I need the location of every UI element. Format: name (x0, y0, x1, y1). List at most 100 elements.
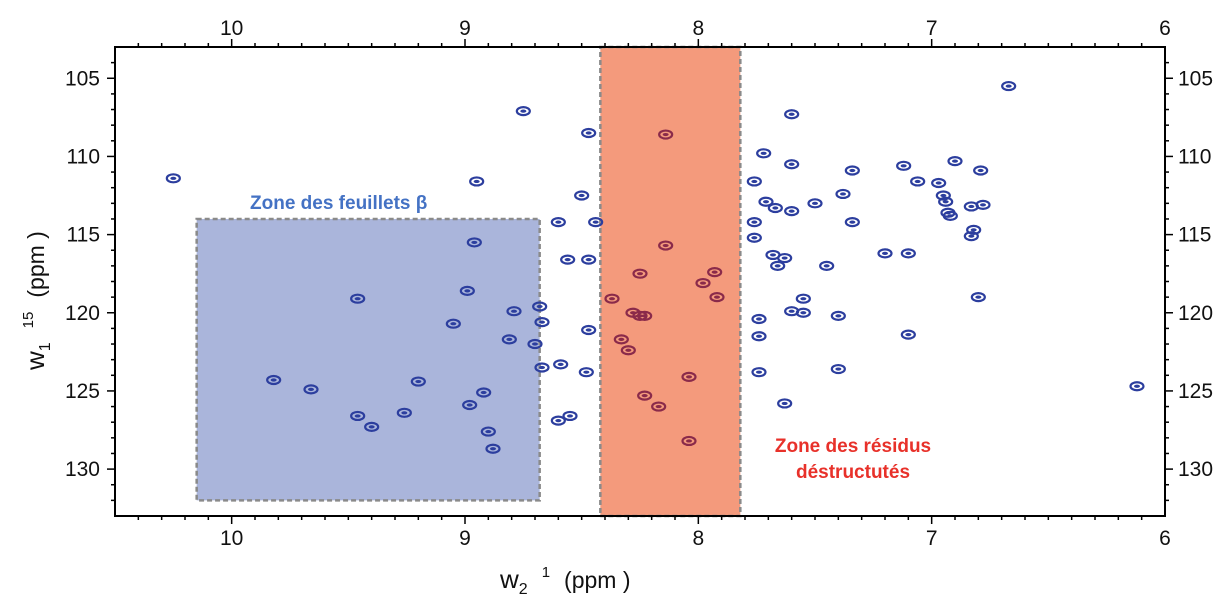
beta-sheet-zone-label: Zone des feuillets β (250, 193, 427, 214)
peak-core (756, 334, 762, 338)
peak (758, 196, 774, 207)
peak-core (641, 394, 648, 398)
peak (550, 415, 566, 426)
peak (942, 210, 958, 221)
peak (830, 363, 846, 375)
y-tick-label-left: 125 (65, 380, 100, 403)
peak-core (756, 317, 762, 321)
peak-core (555, 220, 562, 224)
peak (844, 165, 860, 176)
peak (777, 252, 793, 264)
peak (581, 324, 597, 336)
peak-core (555, 419, 562, 423)
peak (767, 202, 783, 214)
peak (681, 435, 697, 447)
peak-core (711, 270, 718, 274)
x-tick-label-bottom: 6 (1159, 527, 1171, 550)
peak (931, 177, 947, 189)
peak (1001, 80, 1017, 92)
peak-core (835, 367, 842, 371)
peak (560, 254, 576, 265)
peak (896, 160, 912, 171)
peak (709, 292, 725, 303)
peak-core (763, 200, 769, 204)
peak-core (900, 164, 907, 168)
peak-core (760, 151, 767, 155)
peak-core (968, 204, 975, 209)
y-tick-label-right: 110 (1178, 145, 1211, 168)
peak-core (585, 258, 592, 262)
peak-core (756, 370, 762, 374)
peak-core (700, 281, 706, 285)
peak-core (539, 320, 545, 324)
peak (410, 376, 426, 387)
y-tick-label-left: 120 (65, 302, 100, 325)
peak-core (840, 192, 846, 196)
peak-core (557, 362, 564, 366)
peak-core (270, 378, 277, 382)
x-tick-label-bottom: 9 (459, 527, 471, 550)
y-axis-title: w115(ppm ) (20, 231, 54, 371)
peak (746, 216, 762, 228)
peak (681, 371, 697, 382)
peak-core (849, 168, 856, 173)
peak-core (968, 234, 975, 238)
peak-core (450, 322, 457, 326)
peak-core (812, 201, 818, 205)
beta-sheet-zone-region (195, 217, 541, 502)
peak (777, 398, 793, 409)
peak-core (977, 168, 984, 173)
peak (900, 248, 916, 259)
peaks-layer (165, 80, 1145, 454)
x-tick-label-bottom: 8 (692, 527, 704, 550)
peak-core (464, 289, 471, 293)
peak-core (781, 256, 788, 260)
peak (751, 313, 767, 325)
y-axis-title-text: w115(ppm ) (20, 231, 54, 371)
y-tick-label-right: 120 (1178, 302, 1213, 325)
peak (658, 129, 674, 140)
peak-core (770, 253, 776, 257)
peak-core (788, 309, 795, 313)
peak (877, 248, 893, 259)
peak-core (662, 132, 669, 137)
disordered-zone-label-line: déstructutés (796, 462, 910, 483)
peak (637, 390, 653, 401)
peak (476, 387, 492, 398)
peak-core (473, 179, 480, 184)
y-tick-label-left: 115 (67, 224, 100, 247)
x-tick-label-top: 9 (459, 17, 471, 40)
peak-core (800, 297, 807, 301)
peak (830, 310, 846, 321)
peak (746, 232, 762, 243)
peak (751, 367, 767, 378)
peak-core (490, 447, 496, 451)
x-tick-label-bottom: 10 (220, 527, 243, 550)
peak-core (567, 414, 573, 418)
peak (515, 105, 531, 117)
peak (770, 260, 786, 271)
peak (303, 384, 319, 395)
peak (604, 293, 620, 304)
peak-core (823, 264, 830, 268)
peak (795, 293, 811, 304)
peak (746, 176, 762, 187)
peak-core (751, 220, 758, 224)
peak (658, 240, 674, 251)
peak-core (751, 179, 758, 184)
peak-core (354, 297, 361, 301)
y-tick-label-right: 105 (1178, 67, 1213, 90)
peak (469, 176, 485, 187)
peak (970, 292, 986, 303)
peak (578, 367, 594, 378)
peak-core (471, 240, 478, 245)
peak (501, 334, 517, 345)
peak (844, 216, 860, 228)
peak-core (641, 314, 648, 318)
peak-core (609, 297, 615, 301)
peak (963, 231, 979, 242)
peak-core (686, 439, 692, 443)
peak-core (781, 401, 788, 406)
peak-core (564, 258, 571, 262)
